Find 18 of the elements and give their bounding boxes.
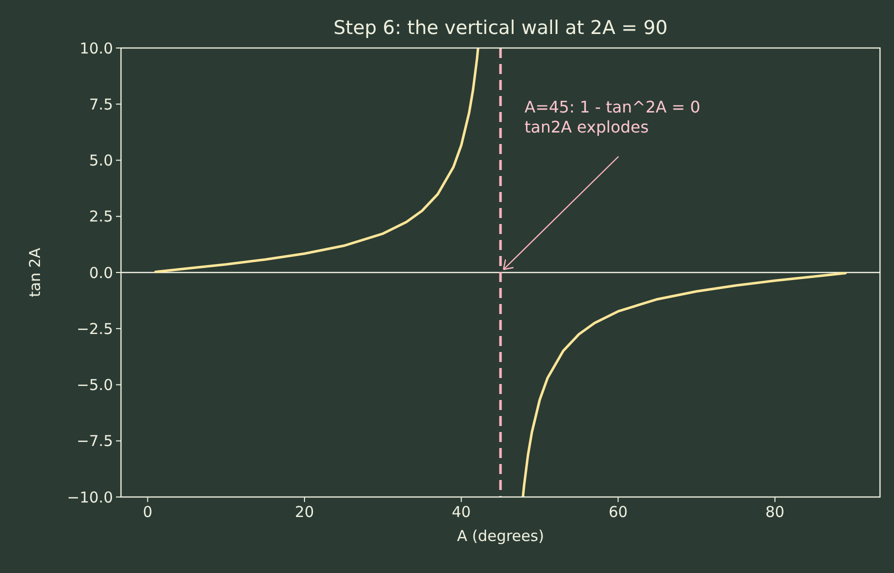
y-tick-label: −5.0 — [76, 376, 113, 394]
x-tick-label: 0 — [142, 503, 152, 521]
y-tick-label: 10.0 — [80, 39, 113, 58]
y-tick-label: 0.0 — [89, 264, 113, 282]
x-axis-title: A (degrees) — [456, 527, 544, 545]
x-tick-label: 80 — [765, 503, 784, 521]
y-tick-label: −7.5 — [76, 432, 113, 450]
x-tick-label: 60 — [608, 503, 628, 521]
y-tick-label: 7.5 — [89, 95, 113, 114]
x-tick-label: 20 — [294, 503, 314, 521]
y-axis-title: tan 2A — [26, 247, 44, 298]
x-tick-label: 40 — [452, 503, 471, 521]
y-tick-label: 5.0 — [89, 152, 113, 170]
annotation: A=45: 1 - tan^2A = 0 tan2A explodes — [524, 98, 700, 136]
chart-title: Step 6: the vertical wall at 2A = 90 — [333, 17, 668, 39]
y-tick-label: 2.5 — [89, 208, 113, 226]
y-tick-label: −10.0 — [67, 488, 113, 506]
y-tick-label: −2.5 — [76, 320, 113, 338]
